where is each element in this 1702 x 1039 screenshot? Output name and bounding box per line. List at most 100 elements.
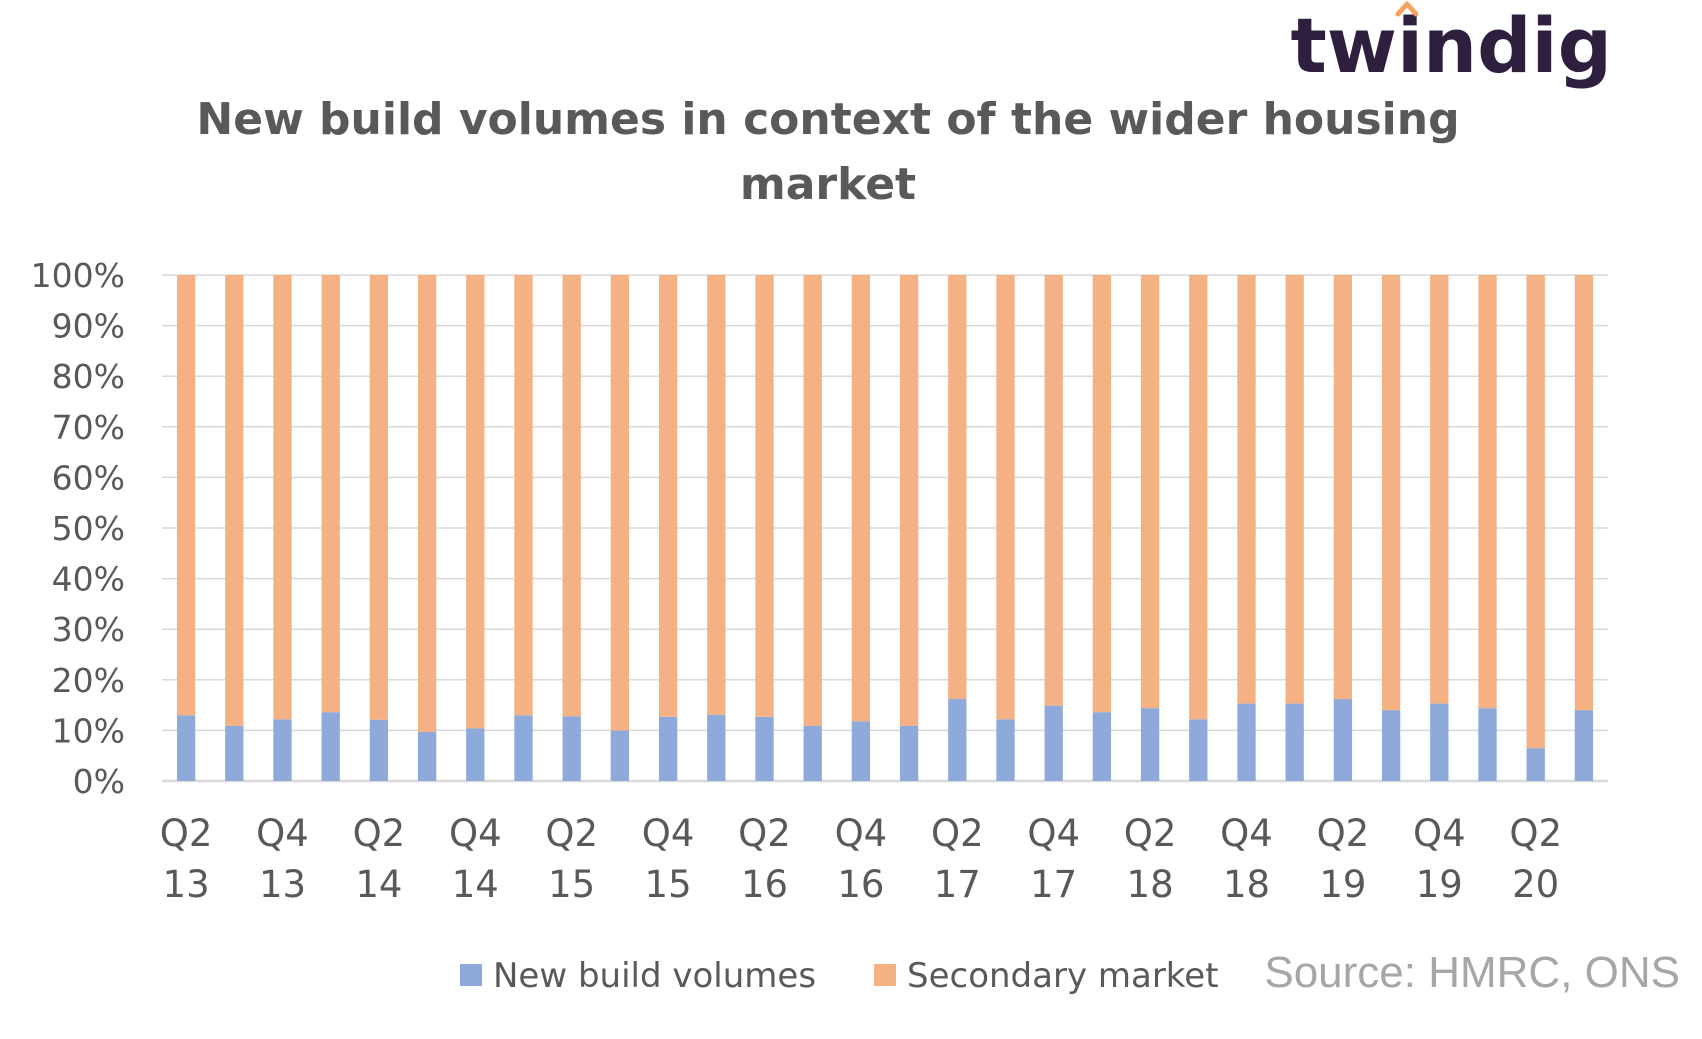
bar-secondary xyxy=(321,275,340,713)
x-tick-label-year: 15 xyxy=(548,863,595,906)
bar-new-build xyxy=(225,725,244,781)
x-tick-label-year: 17 xyxy=(1030,863,1077,906)
chart-title-line-1: New build volumes in context of the wide… xyxy=(196,94,1459,145)
source-note: Source: HMRC, ONS xyxy=(1264,948,1680,997)
x-tick-label-year: 13 xyxy=(163,863,210,906)
x-tick-label-year: 19 xyxy=(1416,863,1463,906)
chart-title: New build volumes in context of the wide… xyxy=(196,94,1459,210)
bar-new-build xyxy=(1526,748,1545,781)
bar-new-build xyxy=(273,719,292,781)
x-tick-label-quarter: Q2 xyxy=(353,812,406,855)
bar-secondary xyxy=(755,275,774,717)
bar-new-build xyxy=(1140,708,1160,781)
x-tick-label-year: 13 xyxy=(259,863,306,906)
bar-new-build xyxy=(417,731,437,781)
bar-new-build xyxy=(755,716,774,781)
bar-new-build xyxy=(996,719,1015,781)
bar-secondary xyxy=(225,275,244,726)
bar-new-build xyxy=(562,716,581,781)
bar-new-build xyxy=(851,721,871,781)
x-tick-label-year: 20 xyxy=(1512,863,1559,906)
bar-secondary xyxy=(562,275,581,717)
x-tick-label-quarter: Q2 xyxy=(545,812,598,855)
bar-secondary xyxy=(514,275,533,716)
bar-new-build xyxy=(899,725,919,781)
bar-secondary xyxy=(899,275,919,726)
bar-new-build xyxy=(707,714,726,781)
bar-new-build xyxy=(658,716,678,781)
x-tick-label-quarter: Q4 xyxy=(835,812,888,855)
y-axis-labels: 0% 10% 20% 30% 40% 50% 60% 70% 80% 90% 100% xyxy=(31,256,125,801)
x-tick-label-year: 19 xyxy=(1319,863,1366,906)
bar-secondary xyxy=(466,275,485,729)
x-tick-label-quarter: Q2 xyxy=(738,812,791,855)
x-tick-label-quarter: Q4 xyxy=(1413,812,1466,855)
bar-new-build xyxy=(466,728,485,781)
bar-secondary xyxy=(803,275,822,726)
bars xyxy=(176,275,1594,781)
legend: New build volumes Secondary market xyxy=(460,956,1219,996)
y-tick-label: 0% xyxy=(73,762,125,801)
x-tick-label-year: 14 xyxy=(355,863,402,906)
bar-new-build xyxy=(1478,708,1497,781)
bar-new-build xyxy=(176,715,196,781)
bar-new-build xyxy=(948,699,967,781)
legend-swatch-secondary xyxy=(874,964,896,986)
logo-text: twindig xyxy=(1290,1,1612,90)
twindig-logo: twindig xyxy=(1290,1,1612,90)
gridlines xyxy=(162,274,1608,783)
x-tick-label-quarter: Q2 xyxy=(1124,812,1177,855)
bar-secondary xyxy=(1285,275,1304,704)
y-tick-label: 50% xyxy=(52,509,125,548)
y-tick-label: 90% xyxy=(52,307,125,346)
x-tick-label-year: 17 xyxy=(934,863,981,906)
chart-title-line-2: market xyxy=(740,159,916,210)
x-tick-label-year: 14 xyxy=(452,863,499,906)
bar-secondary xyxy=(1092,275,1112,713)
bar-secondary xyxy=(1430,275,1449,704)
bar-new-build xyxy=(514,715,533,781)
bar-secondary xyxy=(1189,275,1208,720)
y-tick-label: 20% xyxy=(52,661,125,700)
bar-new-build xyxy=(1333,699,1353,781)
y-tick-label: 80% xyxy=(52,357,125,396)
x-tick-label-year: 16 xyxy=(741,863,788,906)
bar-secondary xyxy=(1478,275,1497,709)
bar-new-build xyxy=(1381,710,1401,781)
bar-new-build xyxy=(321,712,340,781)
logo-roof-icon xyxy=(1395,1,1419,17)
y-tick-label: 40% xyxy=(52,560,125,599)
bar-secondary xyxy=(417,275,437,732)
bar-secondary xyxy=(1526,275,1545,749)
x-axis-labels: Q2 13 Q4 13 Q2 14 Q4 14 Q2 15 Q4 15 Q2 16 Q4 16 Q2 17 Q4 17… xyxy=(160,812,1562,906)
y-tick-label: 100% xyxy=(31,256,125,295)
y-tick-label: 30% xyxy=(52,610,125,649)
x-tick-label-year: 18 xyxy=(1127,863,1174,906)
bar-new-build xyxy=(610,730,630,781)
x-tick-label-quarter: Q4 xyxy=(642,812,695,855)
legend-label-new-build: New build volumes xyxy=(493,956,816,996)
x-tick-label-quarter: Q2 xyxy=(160,812,213,855)
bar-secondary xyxy=(658,275,678,717)
bar-secondary xyxy=(1044,275,1063,706)
bar-secondary xyxy=(948,275,967,700)
bar-secondary xyxy=(369,275,389,720)
bar-new-build xyxy=(1237,703,1256,781)
bar-new-build xyxy=(369,719,389,781)
bar-new-build xyxy=(1430,703,1449,781)
x-tick-label-quarter: Q4 xyxy=(449,812,502,855)
bar-secondary xyxy=(1237,275,1256,704)
x-tick-label-year: 15 xyxy=(645,863,692,906)
bar-secondary xyxy=(851,275,871,722)
y-tick-label: 60% xyxy=(52,458,125,497)
bar-secondary xyxy=(707,275,726,715)
bar-new-build xyxy=(1285,703,1304,781)
x-tick-label-quarter: Q2 xyxy=(1317,812,1370,855)
y-tick-label: 70% xyxy=(52,408,125,447)
bar-secondary xyxy=(273,275,292,720)
bar-new-build xyxy=(803,725,822,781)
bar-secondary xyxy=(176,275,196,716)
legend-swatch-new-build xyxy=(460,964,482,986)
bar-secondary xyxy=(1333,275,1353,700)
